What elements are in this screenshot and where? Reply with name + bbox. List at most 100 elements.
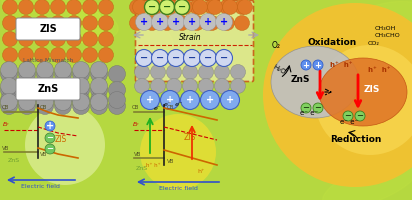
Circle shape — [19, 47, 33, 62]
Circle shape — [178, 0, 192, 15]
Text: −: − — [156, 53, 164, 63]
Text: ZnS: ZnS — [136, 166, 148, 171]
Circle shape — [315, 45, 412, 155]
Circle shape — [263, 3, 412, 187]
Text: ZnS: ZnS — [290, 75, 310, 84]
Circle shape — [313, 103, 323, 113]
Text: +: + — [188, 17, 196, 27]
Text: Electric field: Electric field — [21, 184, 59, 190]
Circle shape — [19, 92, 35, 108]
Circle shape — [220, 16, 234, 30]
Circle shape — [108, 92, 126, 108]
Circle shape — [190, 16, 204, 30]
Circle shape — [150, 78, 166, 94]
Circle shape — [73, 77, 89, 95]
Circle shape — [199, 78, 213, 94]
Circle shape — [222, 0, 237, 15]
Circle shape — [37, 94, 54, 110]
Text: Reduction: Reduction — [330, 135, 382, 144]
Text: VB: VB — [2, 146, 9, 151]
Circle shape — [73, 66, 89, 82]
Text: −: − — [344, 112, 351, 120]
Text: e⁻ e⁻: e⁻ e⁻ — [300, 110, 318, 116]
Text: +: + — [206, 95, 214, 105]
Text: ZnS: ZnS — [8, 158, 20, 163]
Circle shape — [19, 31, 33, 46]
Text: CO₂: CO₂ — [368, 41, 380, 46]
Circle shape — [51, 31, 66, 46]
Circle shape — [152, 49, 169, 66]
Circle shape — [37, 66, 54, 82]
Circle shape — [180, 90, 199, 110]
Circle shape — [234, 16, 250, 30]
Circle shape — [133, 0, 147, 15]
Circle shape — [134, 64, 150, 79]
Circle shape — [19, 66, 35, 82]
Circle shape — [0, 94, 17, 110]
Circle shape — [183, 78, 197, 94]
Text: h⁺  h⁺: h⁺ h⁺ — [368, 67, 391, 73]
Text: H₂O: H₂O — [272, 64, 287, 76]
Text: CB: CB — [167, 105, 174, 110]
Circle shape — [230, 64, 246, 79]
Text: +: + — [204, 17, 212, 27]
Circle shape — [220, 0, 234, 15]
Circle shape — [54, 94, 72, 110]
Circle shape — [183, 14, 201, 30]
Circle shape — [19, 94, 35, 110]
Circle shape — [152, 14, 169, 30]
Text: Lattice Mismatch: Lattice Mismatch — [23, 58, 73, 62]
Circle shape — [37, 77, 54, 95]
Circle shape — [51, 47, 66, 62]
Circle shape — [73, 98, 89, 114]
Text: +: + — [146, 95, 154, 105]
Text: e⁻: e⁻ — [154, 106, 161, 111]
Circle shape — [192, 0, 208, 15]
Circle shape — [199, 49, 216, 66]
Ellipse shape — [319, 58, 407, 126]
Circle shape — [35, 31, 49, 46]
Text: h⁺: h⁺ — [197, 169, 204, 174]
Circle shape — [220, 90, 239, 110]
Circle shape — [190, 0, 204, 15]
Circle shape — [183, 64, 197, 79]
Circle shape — [2, 16, 17, 30]
Circle shape — [0, 66, 17, 82]
Text: CB: CB — [40, 105, 47, 110]
Circle shape — [25, 105, 105, 185]
Text: Strain: Strain — [179, 33, 201, 43]
Circle shape — [54, 77, 72, 95]
Text: −: − — [47, 144, 54, 154]
Circle shape — [73, 92, 89, 108]
Circle shape — [82, 16, 98, 30]
Circle shape — [19, 62, 35, 78]
Text: ZnS: ZnS — [37, 84, 59, 94]
Circle shape — [19, 77, 35, 95]
Circle shape — [145, 16, 159, 30]
FancyBboxPatch shape — [16, 78, 80, 100]
Text: CB: CB — [132, 105, 139, 110]
Text: −: − — [356, 112, 363, 120]
Circle shape — [45, 133, 55, 143]
Text: +: + — [226, 95, 234, 105]
Circle shape — [35, 0, 49, 15]
Text: +: + — [186, 95, 194, 105]
Circle shape — [166, 64, 182, 79]
Circle shape — [230, 78, 246, 94]
Circle shape — [136, 14, 152, 30]
Text: +: + — [314, 60, 321, 70]
Text: $E_F$: $E_F$ — [132, 120, 140, 129]
Text: $E_F$: $E_F$ — [2, 120, 11, 129]
Circle shape — [2, 0, 17, 15]
Text: +: + — [156, 17, 164, 27]
Text: +: + — [220, 17, 228, 27]
Circle shape — [140, 90, 159, 110]
Circle shape — [37, 98, 54, 114]
Circle shape — [0, 62, 17, 78]
Ellipse shape — [271, 46, 359, 118]
Text: h⁺ h⁺: h⁺ h⁺ — [146, 163, 161, 168]
Text: ZIS: ZIS — [55, 135, 67, 144]
Circle shape — [73, 94, 89, 110]
Text: −: − — [140, 53, 148, 63]
Circle shape — [54, 82, 72, 98]
